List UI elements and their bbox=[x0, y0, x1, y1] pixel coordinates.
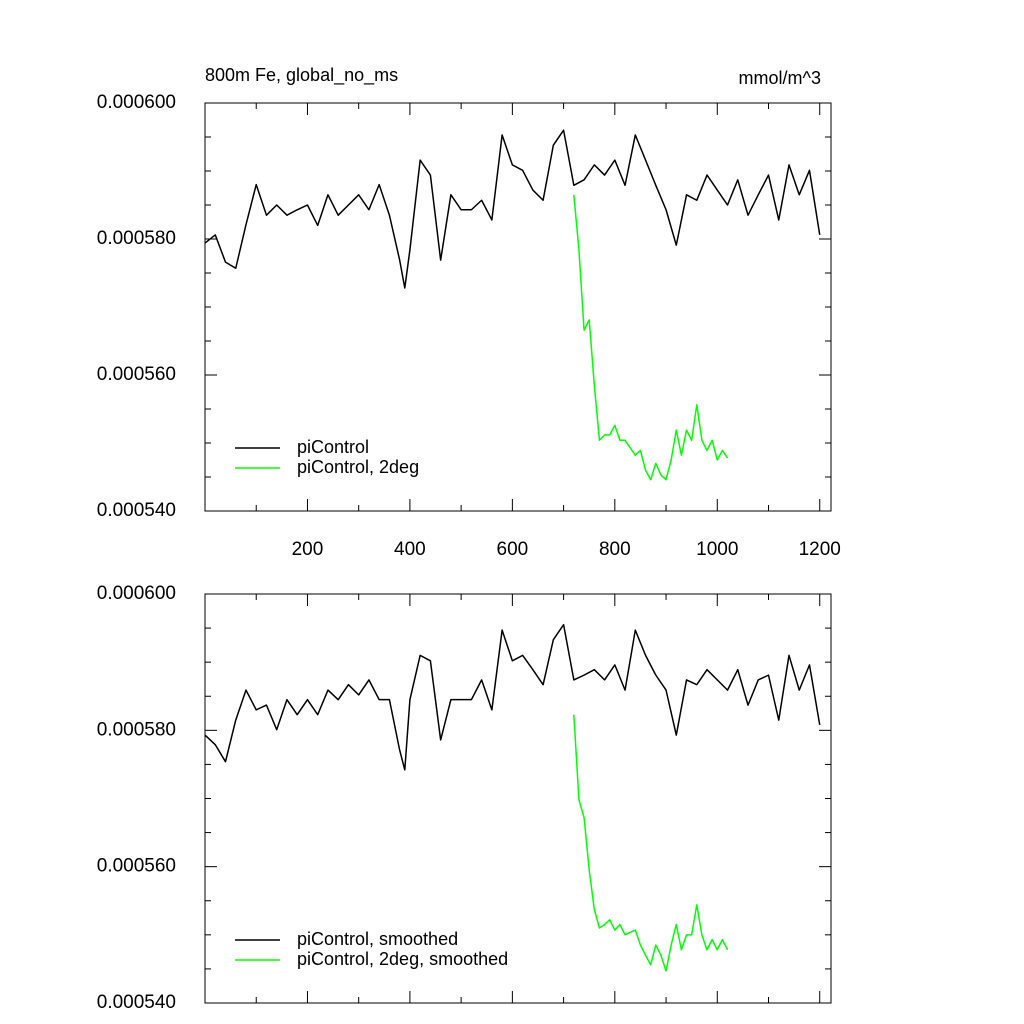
units-label: mmol/m^3 bbox=[739, 68, 821, 88]
x-tick-label: 400 bbox=[394, 539, 426, 560]
y-tick-label: 0.000560 bbox=[97, 856, 176, 877]
legend-label: piControl, smoothed bbox=[297, 929, 458, 949]
y-tick-label: 0.000540 bbox=[97, 992, 176, 1013]
x-tick-label: 1200 bbox=[799, 539, 841, 560]
series-line bbox=[204, 623, 821, 771]
legend-label: piControl, 2deg, smoothed bbox=[297, 949, 508, 969]
chart-title: 800m Fe, global_no_ms bbox=[205, 65, 398, 86]
legend-label: piControl, 2deg bbox=[297, 457, 419, 477]
y-tick-label: 0.000600 bbox=[97, 583, 176, 604]
y-tick-label: 0.000600 bbox=[97, 92, 176, 113]
y-tick-label: 0.000560 bbox=[97, 364, 176, 385]
series-line bbox=[204, 129, 821, 289]
x-tick-label: 600 bbox=[497, 539, 529, 560]
y-tick-label: 0.000580 bbox=[97, 228, 176, 249]
series-line bbox=[573, 194, 729, 481]
y-tick-label: 0.000580 bbox=[97, 719, 176, 740]
legend-label: piControl bbox=[297, 437, 369, 457]
x-tick-label: 1000 bbox=[696, 539, 738, 560]
x-tick-label: 800 bbox=[599, 539, 631, 560]
x-tick-label: 200 bbox=[292, 539, 324, 560]
y-tick-label: 0.000540 bbox=[97, 500, 176, 521]
series-line bbox=[573, 714, 729, 972]
